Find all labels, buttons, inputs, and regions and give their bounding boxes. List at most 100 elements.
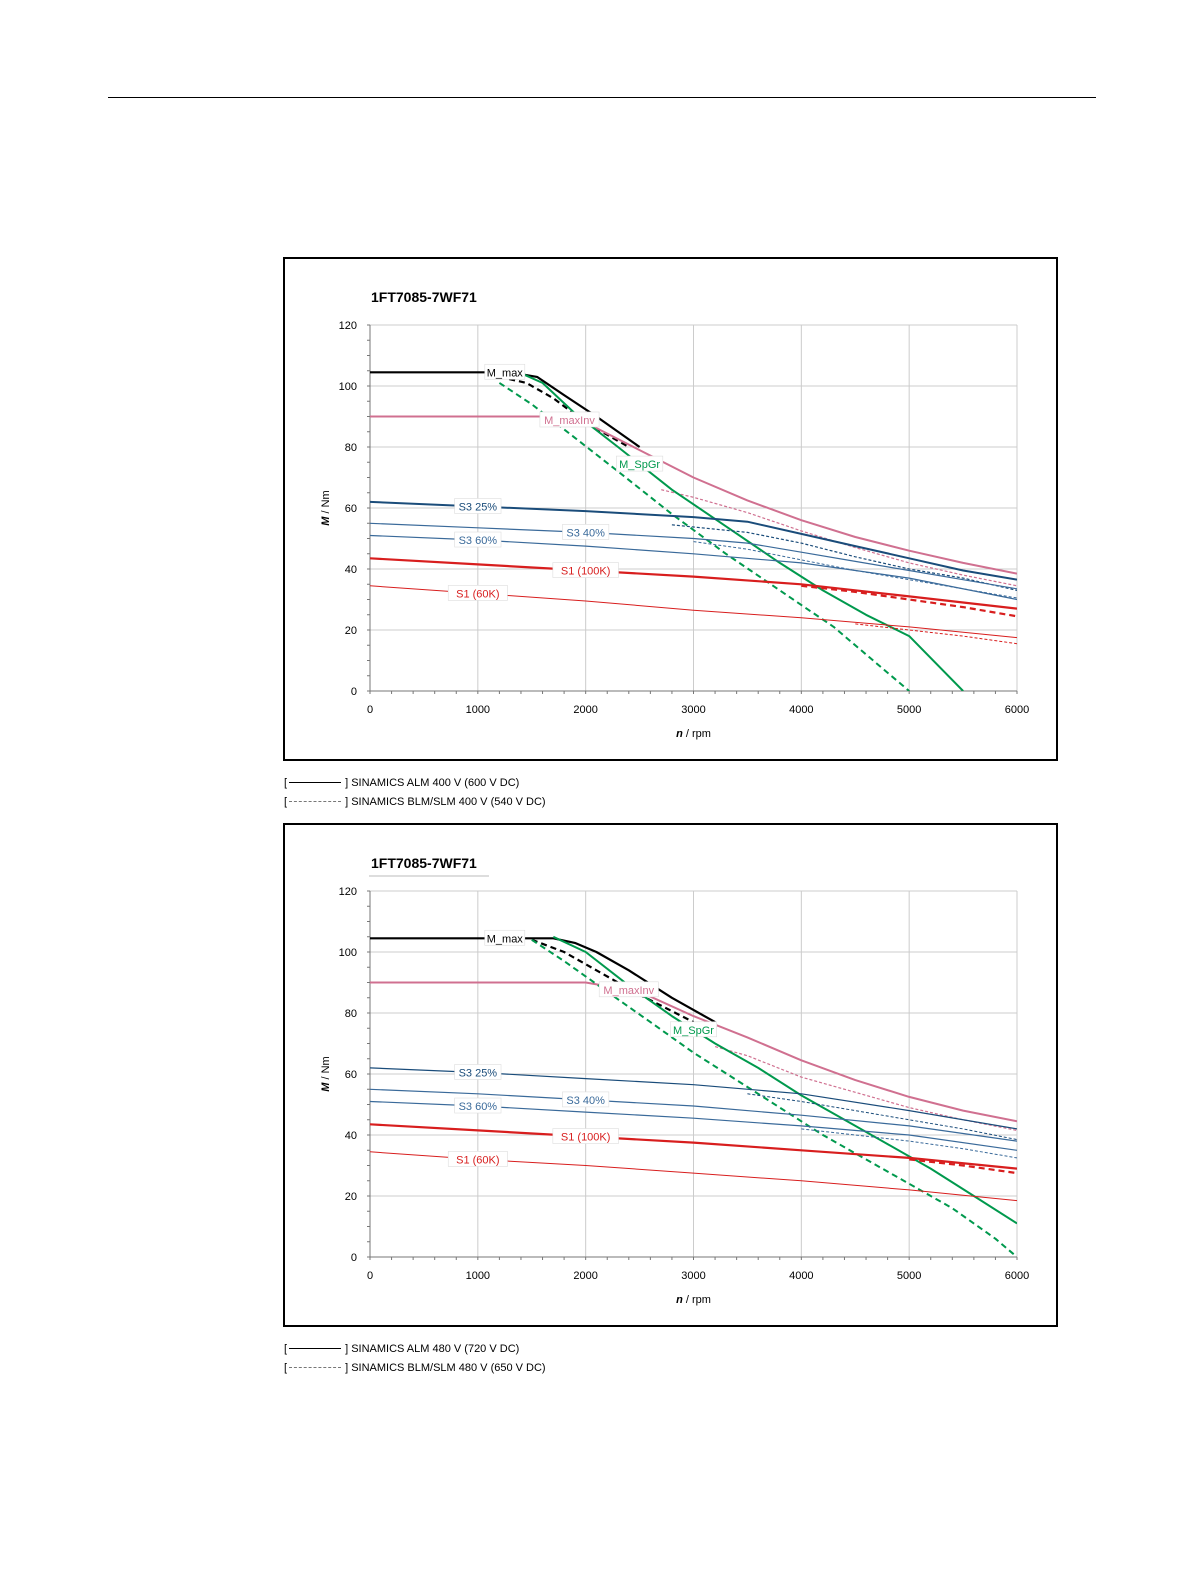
x-tick-label: 3000: [681, 704, 705, 716]
series-label-box: [552, 1128, 619, 1144]
legend-label: SINAMICS BLM/SLM 480 V (650 V DC): [351, 1362, 546, 1375]
series-line-dashed-variant: [801, 1128, 1017, 1159]
series-label-s1-60k: S1 (60K): [456, 588, 499, 600]
x-axis-label: n / rpm: [676, 728, 711, 740]
chart-panel-400v: 1FT7085-7WF71 0 1000 2000 3000 4000 5000 6000 0 2…: [283, 257, 1058, 761]
series-label-m-maxinv: M_maxInv: [544, 415, 595, 427]
series-line-dashed-variant: [531, 938, 694, 1024]
series-label-box: [447, 1151, 508, 1167]
series-label-box: [454, 531, 502, 548]
legend-label: SINAMICS ALM 400 V (600 V DC): [351, 777, 520, 789]
series-line-m-spgr: [552, 935, 1017, 1225]
legend-label: SINAMICS BLM/SLM 400 V (540 V DC): [351, 796, 546, 809]
x-tick-label: 4000: [789, 704, 813, 716]
x-tick-label: 5000: [897, 704, 921, 716]
x-tick-label: 4000: [789, 1270, 813, 1282]
torque-speed-chart-400v: 1FT7085-7WF71 0 1000 2000 3000 4000 5000 6000 0 2…: [320, 289, 1029, 740]
series-label-box: [616, 455, 664, 472]
series-label-m-max: M_max: [487, 367, 524, 379]
y-tick-label: 40: [345, 1130, 357, 1142]
y-tick-label: 0: [351, 686, 357, 698]
series-line-dashed-variant: [747, 1093, 1017, 1141]
y-tick-label: 60: [345, 1069, 357, 1081]
y-tick-label: 20: [345, 1191, 357, 1203]
series-label-box: [562, 1091, 610, 1108]
x-tick-label: 1000: [466, 704, 490, 716]
legend-item-solid: [] SINAMICS ALM 480 V (720 V DC): [284, 1340, 546, 1359]
x-tick-label: 2000: [573, 1270, 597, 1282]
series-label-box: [454, 498, 502, 514]
y-axis-label: M / Nm: [320, 1056, 332, 1091]
series-label-s3-25: S3 25%: [459, 1067, 498, 1079]
x-tick-label: 2000: [573, 704, 597, 716]
series-label-m-max: M_max: [487, 933, 524, 945]
y-tick-label: 20: [345, 625, 357, 637]
legend-bracket-close: ]: [345, 1362, 349, 1375]
series-line-s1-100k: [370, 557, 1017, 610]
series-line-s3-40: [370, 1088, 1017, 1142]
x-axis-label: n / rpm: [676, 1294, 711, 1306]
legend-item-solid: [] SINAMICS ALM 400 V (600 V DC): [284, 774, 546, 793]
series-line-dashed-variant: [671, 524, 1017, 591]
series-line-dashed-variant: [661, 489, 1017, 587]
series-label-s1-60k: S1 (60K): [456, 1154, 499, 1166]
legend-dashed-line-swatch: [289, 801, 342, 803]
series-line-s1-100k: [370, 1123, 1017, 1170]
series-label-s3-60: S3 60%: [459, 535, 498, 547]
y-tick-label: 40: [345, 564, 357, 576]
series-label-box: [552, 562, 619, 578]
legend-bracket-close: ]: [345, 777, 349, 789]
series-label-box: [669, 1021, 717, 1038]
series-label-s3-40: S3 40%: [566, 1095, 605, 1107]
series-label-box: [562, 524, 610, 540]
series-label-box: [447, 585, 508, 601]
series-line-s3-40: [370, 522, 1017, 590]
y-tick-label: 120: [339, 320, 357, 332]
legend-bracket-open: [: [284, 1362, 288, 1375]
y-axis-label: M / Nm: [320, 490, 332, 525]
torque-speed-chart-480v: 1FT7085-7WF71 0 1000 2000 3000 4000 5000 6000 0 2…: [320, 855, 1029, 1306]
x-tick-label: 0: [367, 1270, 373, 1282]
series-label-s1-100k: S1 (100K): [561, 1132, 611, 1144]
series-label-m-spgr: M_SpGr: [673, 1025, 714, 1037]
series-lines: [370, 369, 1017, 691]
x-tick-label: 6000: [1005, 1270, 1029, 1282]
chart-legend-480v: [] SINAMICS ALM 480 V (720 V DC) [] SINA…: [284, 1340, 546, 1379]
chart-title: 1FT7085-7WF71: [371, 289, 477, 305]
x-tick-label: 1000: [466, 1270, 490, 1282]
y-tick-label: 100: [339, 947, 357, 959]
series-line-dashed-variant: [909, 1158, 1017, 1175]
y-tick-label: 80: [345, 442, 357, 454]
x-tick-label: 3000: [681, 1270, 705, 1282]
chart-panel-480v: 1FT7085-7WF71 0 1000 2000 3000 4000 5000 6000 0 2…: [283, 823, 1058, 1327]
series-line-dashed-variant: [801, 584, 1017, 618]
series-label-s3-40: S3 40%: [566, 527, 605, 539]
series-label-box: [598, 981, 659, 998]
series-label-s3-60: S3 60%: [459, 1101, 498, 1113]
legend-solid-line-swatch: [289, 782, 342, 783]
page-top-rule: [108, 97, 1096, 98]
series-label-box: [484, 929, 526, 946]
series-line-s3-25: [370, 500, 1017, 581]
legend-label: SINAMICS ALM 480 V (720 V DC): [351, 1343, 520, 1355]
legend-item-dashed: [] SINAMICS BLM/SLM 400 V (540 V DC): [284, 793, 546, 812]
series-line-m-spgr: [515, 369, 964, 691]
series-label-m-spgr: M_SpGr: [619, 459, 660, 471]
legend-bracket-open: [: [284, 1343, 288, 1355]
legend-bracket-open: [: [284, 796, 288, 809]
x-tick-label: 0: [367, 704, 373, 716]
x-tick-label: 6000: [1005, 704, 1029, 716]
series-line-dashed-variant: [855, 623, 1017, 645]
legend-bracket-close: ]: [345, 1343, 349, 1355]
legend-solid-line-swatch: [289, 1348, 342, 1349]
y-tick-label: 0: [351, 1252, 357, 1264]
chart-title: 1FT7085-7WF71: [371, 855, 477, 871]
legend-bracket-open: [: [284, 777, 288, 789]
series-line-dashed-variant: [714, 1046, 1017, 1131]
y-tick-label: 100: [339, 381, 357, 393]
legend-dashed-line-swatch: [289, 1367, 342, 1369]
series-label-box: [539, 411, 600, 428]
legend-bracket-close: ]: [345, 796, 349, 809]
y-tick-label: 120: [339, 886, 357, 898]
series-line-m-max: [370, 937, 716, 1024]
